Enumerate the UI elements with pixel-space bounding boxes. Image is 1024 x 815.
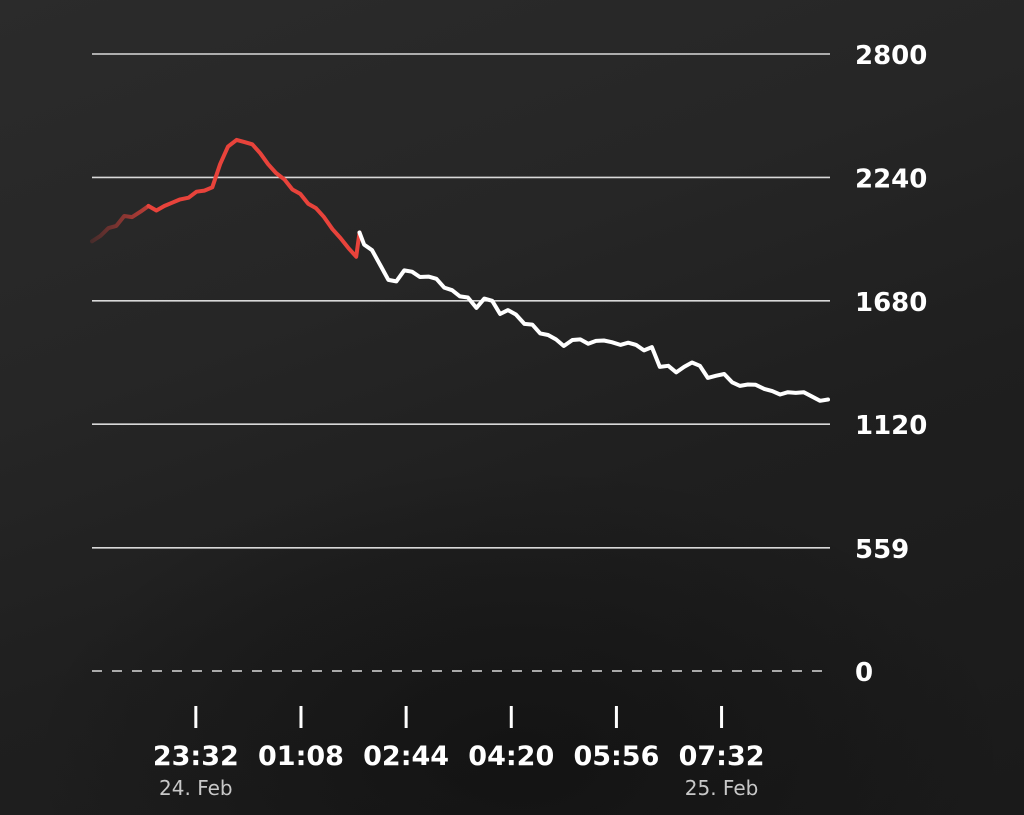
- y-tick-label: 1120: [855, 411, 927, 441]
- x-tick-label: 23:32: [153, 741, 239, 772]
- series-line-highlight: [146, 137, 362, 259]
- series-line: [357, 230, 830, 403]
- y-tick-label: 2240: [855, 164, 927, 194]
- x-tick-label: 05:56: [573, 741, 659, 772]
- x-tick-date-label: 25. Feb: [685, 776, 759, 800]
- x-tick-date-label: 24. Feb: [159, 776, 233, 800]
- y-tick-label: 2800: [855, 41, 927, 71]
- x-tick-label: 02:44: [363, 741, 449, 772]
- series-line-highlight-fade: [90, 204, 151, 244]
- data-line: [90, 137, 830, 403]
- x-tick-label: 07:32: [679, 741, 765, 772]
- x-tick-label: 01:08: [258, 741, 344, 772]
- y-tick-label: 0: [855, 658, 873, 688]
- y-tick-label: 559: [855, 535, 909, 565]
- y-axis-tick-labels: 2800 2240 1680 1120 559 0: [855, 41, 927, 688]
- grid-lines: [92, 53, 830, 672]
- y-tick-label: 1680: [855, 288, 927, 318]
- x-axis-ticks: 23:32 24. Feb 01:08 02:44 04:20 05:56 07:32 25.…: [153, 706, 765, 800]
- x-tick-label: 04:20: [468, 741, 554, 772]
